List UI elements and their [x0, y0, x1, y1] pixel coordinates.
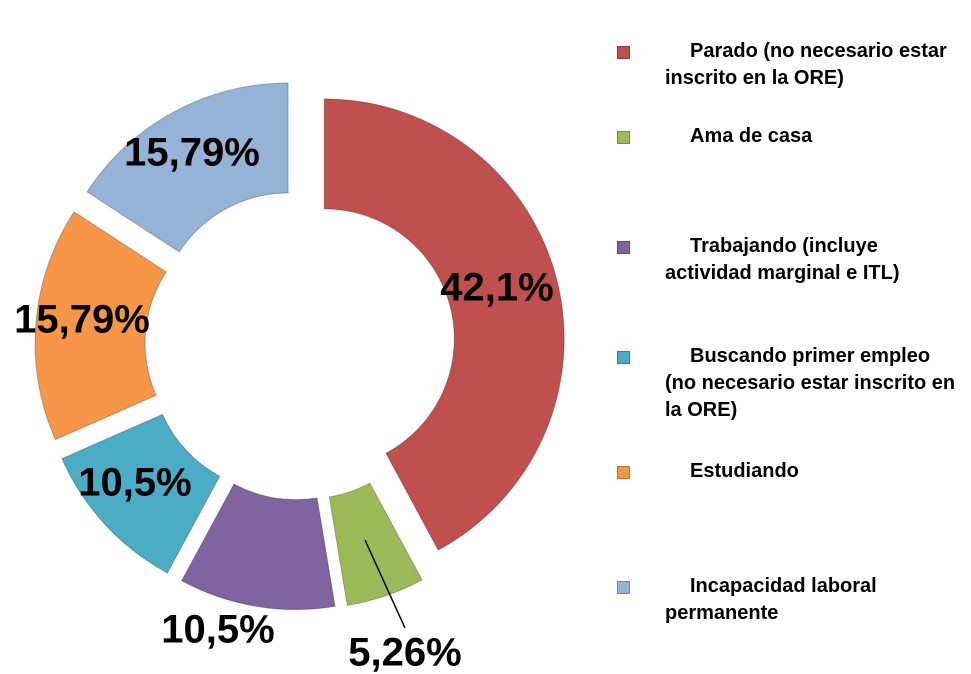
donut-segment [323, 98, 565, 551]
data-label: 42,1% [440, 266, 553, 310]
data-label: 5,26% [348, 631, 461, 674]
donut-segment [86, 82, 289, 253]
legend-label: Buscando primer empleo (no necesario est… [665, 345, 956, 421]
donut-segment [34, 211, 167, 441]
legend-swatch [617, 46, 630, 59]
donut-segment [328, 482, 423, 607]
donut-segment [61, 413, 221, 574]
legend-swatch [617, 351, 630, 364]
legend-label: Trabajando (incluye actividad marginal e… [665, 235, 900, 284]
legend-label: Ama de casa [690, 125, 813, 147]
legend-swatch [617, 466, 630, 479]
data-label: 15,79% [14, 298, 150, 342]
donut-segment [180, 483, 336, 611]
legend-swatch [617, 581, 630, 594]
legend-swatch [617, 131, 630, 144]
legend-label: Estudiando [690, 460, 799, 482]
data-label: 15,79% [124, 131, 260, 175]
data-label: 10,5% [78, 461, 191, 505]
leader-line [364, 539, 406, 629]
legend-label: Incapacidad laboral permanente [665, 575, 877, 624]
data-label: 10,5% [161, 608, 274, 652]
legend-swatch [617, 241, 630, 254]
legend-label: Parado (no necesario estar inscrito en l… [665, 40, 947, 89]
